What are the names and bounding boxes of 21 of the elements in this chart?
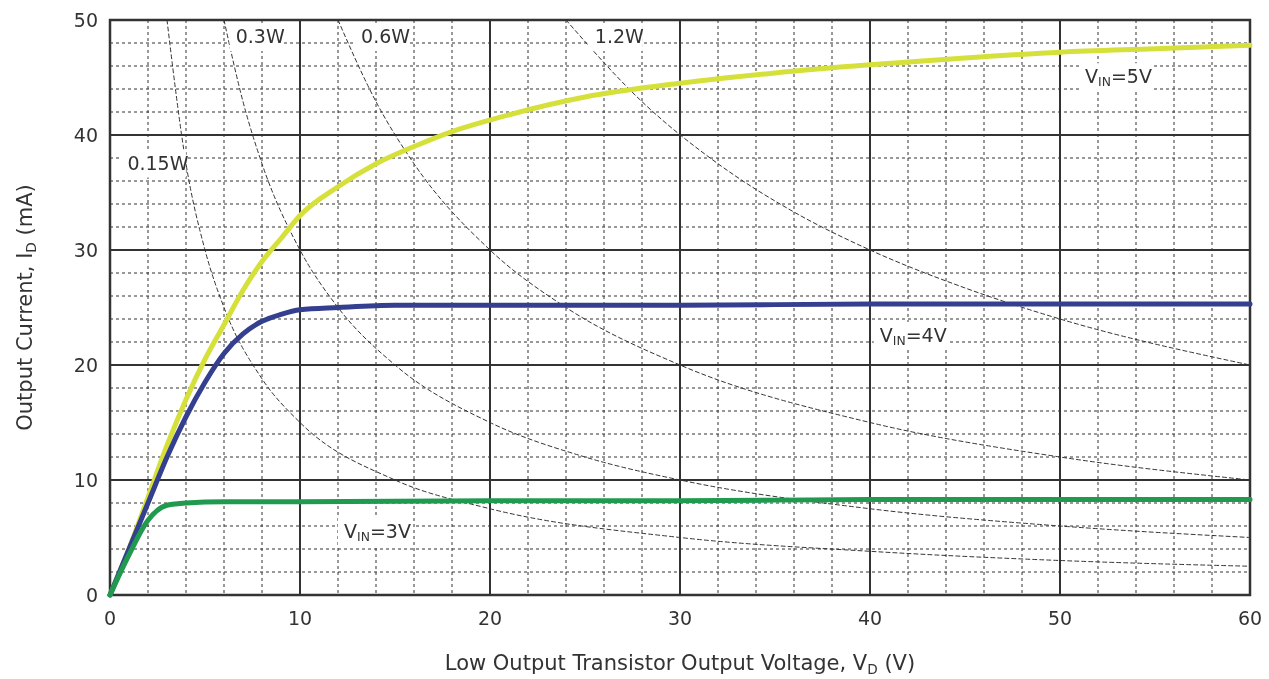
series-label: V$_{IN}$=3V: [344, 519, 411, 544]
y-tick-label: 20: [73, 354, 98, 376]
x-tick-label: 50: [1047, 607, 1073, 629]
series-label: V$_{IN}$=5V: [1085, 65, 1152, 90]
series-label: V$_{IN}$=4V: [879, 324, 947, 348]
x-tick-label: 0: [103, 607, 117, 629]
y-tick-label: 40: [73, 124, 98, 146]
x-axis-title: Low Output Transistor Output Voltage, V$_{D}$ (V): [444, 651, 916, 677]
y-tick-label: 10: [73, 469, 98, 491]
series-label: 1.2W: [594, 25, 645, 47]
series-label: 0.6W: [361, 25, 411, 47]
y-tick-label: 50: [73, 9, 98, 31]
x-tick-label: 40: [857, 607, 883, 629]
series-label: 0.3W: [235, 25, 285, 47]
series-label: 0.15W: [127, 151, 189, 174]
y-tick-label: 0: [85, 584, 98, 606]
y-tick-label: 30: [73, 239, 98, 261]
x-tick-label: 20: [477, 607, 503, 629]
x-tick-label: 10: [287, 607, 313, 629]
x-tick-label: 60: [1237, 607, 1263, 629]
x-tick-label: 30: [667, 607, 693, 629]
